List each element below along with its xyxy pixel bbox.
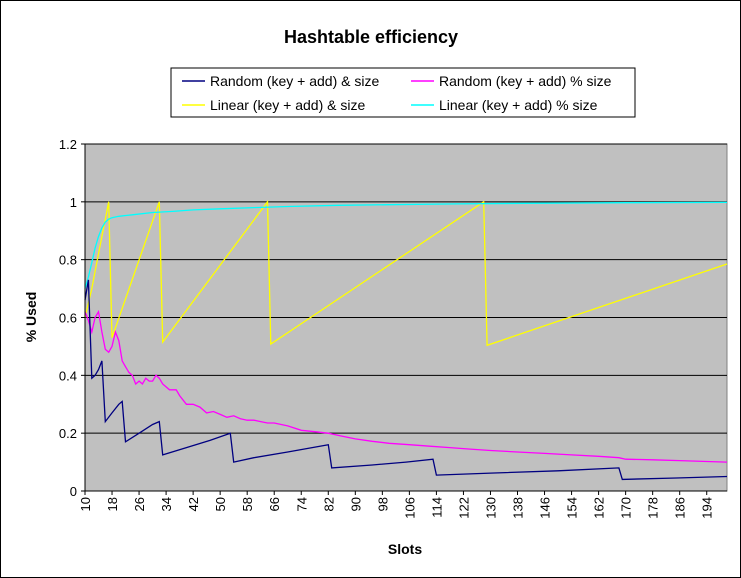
- x-tick-label-5: 50: [213, 497, 228, 511]
- series-random-mod-size-line: [84, 309, 728, 463]
- x-tick-label-0: 10: [78, 497, 93, 511]
- x-tick-label-15: 130: [483, 497, 498, 519]
- x-tick-label-14: 122: [456, 497, 471, 519]
- x-tick-label-7: 66: [267, 497, 282, 511]
- x-tick-label-10: 90: [348, 497, 363, 511]
- series-linear-mod-size-line: [84, 201, 728, 289]
- series-layer: [84, 199, 728, 481]
- y-tick-label-2: 0.4: [59, 368, 77, 383]
- y-tick-label-3: 0.6: [59, 311, 77, 326]
- x-tick-label-8: 74: [294, 497, 309, 511]
- y-tick-label-0: 0: [70, 484, 77, 499]
- x-tick-label-3: 34: [159, 497, 174, 511]
- legend-label-linear-mod: Linear (key + add) % size: [439, 97, 598, 113]
- y-tick-label-5: 1: [70, 195, 77, 210]
- x-tick-label-18: 154: [565, 497, 580, 519]
- x-tick-label-19: 162: [592, 497, 607, 519]
- x-tick-label-4: 42: [186, 497, 201, 511]
- y-axis-title: % Used: [23, 292, 39, 343]
- x-tick-label-23: 194: [700, 497, 715, 519]
- gridlines: [85, 143, 727, 434]
- x-tick-label-17: 146: [538, 497, 553, 519]
- x-tick-label-2: 26: [132, 497, 147, 511]
- y-ticks: 0 0.2 0.4 0.6 0.8 1 1.2: [59, 137, 85, 499]
- series-linear-and-size-line: [84, 199, 728, 347]
- legend-label-random-and: Random (key + add) & size: [210, 73, 379, 89]
- y-tick-label-4: 0.8: [59, 253, 77, 268]
- chart-title: Hashtable efficiency: [284, 27, 458, 47]
- series-random-and-size-line: [84, 279, 728, 481]
- x-axis-title: Slots: [388, 541, 422, 557]
- legend-label-random-mod: Random (key + add) % size: [439, 73, 612, 89]
- x-tick-label-1: 18: [105, 497, 120, 511]
- x-tick-label-11: 98: [375, 497, 390, 511]
- x-tick-label-13: 114: [429, 497, 444, 518]
- x-tick-label-21: 178: [646, 497, 661, 519]
- x-ticks: 10 18 26 34 42 50 58 66 74 82 90 98 106 114 122 130 138 1…: [78, 491, 715, 519]
- x-tick-label-12: 106: [402, 497, 417, 519]
- y-tick-label-1: 0.2: [59, 426, 77, 441]
- x-tick-label-9: 82: [321, 497, 336, 511]
- x-tick-label-22: 186: [673, 497, 688, 519]
- legend: Random (key + add) & size Random (key + …: [170, 67, 636, 118]
- x-tick-label-6: 58: [240, 497, 255, 511]
- legend-box: [170, 67, 636, 118]
- y-tick-label-6: 1.2: [59, 137, 77, 152]
- legend-label-linear-and: Linear (key + add) & size: [210, 97, 365, 113]
- x-tick-label-16: 138: [511, 497, 526, 519]
- x-tick-label-20: 170: [619, 497, 634, 519]
